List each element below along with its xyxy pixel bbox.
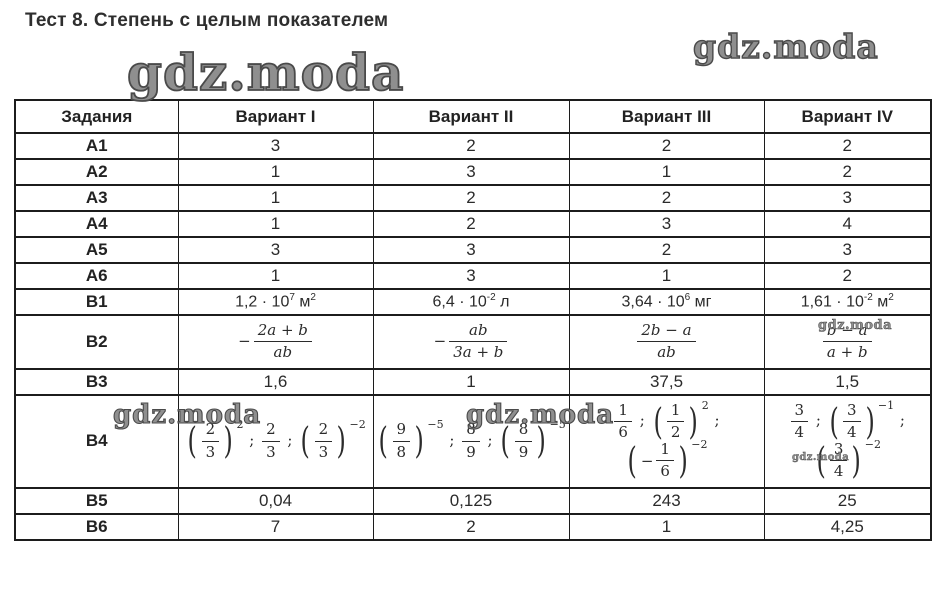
page-title: Тест 8. Степень с целым показателем xyxy=(25,10,389,31)
answer-cell: 3 xyxy=(763,236,932,264)
header-variant-4: Вариант IV xyxy=(763,99,932,134)
task-label: А6 xyxy=(14,262,179,290)
answer-cell: 1 xyxy=(177,210,374,238)
answer-cell: 3 xyxy=(568,210,765,238)
header-variant-2: Вариант II xyxy=(372,99,570,134)
answer-cell: − ab 3a + b xyxy=(372,314,570,370)
table-row: В1 1,2 · 107 м2 6,4 · 10-2 л 3,64 · 106 мг 1… xyxy=(14,288,932,316)
answer-cell: 2 xyxy=(372,184,570,212)
answers-tbody: А1 3 2 2 2 А2 1 3 1 2 А3 1 2 2 3 А4 1 2 3 4 А5 3 3 2 3 А6 1 3 1 2 В1 1,… xyxy=(14,132,932,541)
header-variant-1: Вариант I xyxy=(177,99,374,134)
answer-cell: 3 xyxy=(372,262,570,290)
answer-cell: 1 xyxy=(177,262,374,290)
answer-cell: 6,4 · 10-2 л xyxy=(372,288,570,316)
answer-cell: 2 xyxy=(372,210,570,238)
task-label: В3 xyxy=(14,367,179,396)
answer-cell: 4,25 xyxy=(763,512,932,541)
answer-cell: 2 xyxy=(763,158,932,186)
answer-cell: 1,5 xyxy=(763,367,932,396)
answer-cell: 7 xyxy=(177,512,374,541)
table-row: А4 1 2 3 4 xyxy=(14,210,932,238)
table-row: А3 1 2 2 3 xyxy=(14,184,932,212)
answer-cell: 0,04 xyxy=(177,486,374,515)
answer-cell: 3 xyxy=(177,236,374,264)
answer-cell: 3 xyxy=(763,184,932,212)
answer-cell: 2 xyxy=(763,262,932,290)
table-row: В3 1,6 1 37,5 1,5 xyxy=(14,367,932,396)
header-variant-3: Вариант III xyxy=(568,99,765,134)
answer-cell: 3 xyxy=(177,132,374,160)
header-tasks: Задания xyxy=(14,99,179,134)
answer-cell: 243 xyxy=(568,486,765,515)
answer-cell: 2 xyxy=(372,132,570,160)
answer-cell: 4 xyxy=(763,210,932,238)
answer-cell: 2b − a ab xyxy=(568,314,765,370)
answer-cell: 1 xyxy=(177,158,374,186)
answer-cell: 1 xyxy=(568,512,765,541)
task-label: А3 xyxy=(14,184,179,212)
answer-cell: 0,125 xyxy=(372,486,570,515)
answer-cell: 3 xyxy=(372,236,570,264)
answer-cell: 2 xyxy=(568,184,765,212)
answer-cell: 25 xyxy=(763,486,932,515)
task-label: А2 xyxy=(14,158,179,186)
answers-table-grid: Задания Вариант I Вариант II Вариант III… xyxy=(14,99,932,541)
table-row: А2 1 3 1 2 xyxy=(14,158,932,186)
table-header: Задания Вариант I Вариант II Вариант III… xyxy=(14,99,932,134)
task-label: А1 xyxy=(14,132,179,160)
task-label: В2 xyxy=(14,314,179,370)
watermark-logo: gdz.moda xyxy=(692,27,879,66)
answer-cell: 1,6 xyxy=(177,367,374,396)
answer-cell: −2a + b ab xyxy=(177,314,374,370)
answer-cell: 1,61 · 10-2 м2 xyxy=(763,288,932,316)
table-row: А5 3 3 2 3 xyxy=(14,236,932,264)
task-label: В6 xyxy=(14,512,179,541)
answer-cell: 1,2 · 107 м2 xyxy=(177,288,374,316)
answer-cell: 1 xyxy=(372,367,570,396)
answer-cell: 2 xyxy=(372,512,570,541)
answers-table: Задания Вариант I Вариант II Вариант III… xyxy=(14,99,932,541)
task-label: В1 xyxy=(14,288,179,316)
header-row: Задания Вариант I Вариант II Вариант III… xyxy=(14,99,932,134)
answer-cell: 2 xyxy=(763,132,932,160)
answer-cell: 1 xyxy=(568,158,765,186)
answer-cell: 3,64 · 106 мг xyxy=(568,288,765,316)
answer-cell: 2 xyxy=(568,236,765,264)
task-label: В5 xyxy=(14,486,179,515)
table-row: А1 3 2 2 2 xyxy=(14,132,932,160)
watermark-logo: gdz.moda xyxy=(126,43,405,102)
answer-cell: 3 xyxy=(372,158,570,186)
task-label: В4 xyxy=(14,393,179,489)
answer-cell: 1 xyxy=(568,262,765,290)
table-row: А6 1 3 1 2 xyxy=(14,262,932,290)
table-row: В6 7 2 1 4,25 xyxy=(14,512,932,541)
task-label: А5 xyxy=(14,236,179,264)
task-label: А4 xyxy=(14,210,179,238)
answer-cell: 37,5 xyxy=(568,367,765,396)
table-row: В5 0,04 0,125 243 25 xyxy=(14,486,932,515)
answer-cell: 2 xyxy=(568,132,765,160)
answer-cell: 1 xyxy=(177,184,374,212)
